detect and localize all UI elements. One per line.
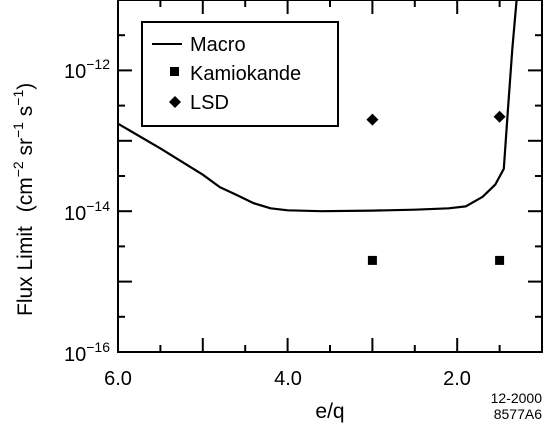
y-axis-units-exp1: −2 [10,161,26,177]
y-axis-units-exp3: −1 [10,90,26,106]
annotation-figure-id: 8577A6 [494,406,542,422]
legend-label-macro: Macro [190,34,246,56]
y-tick-exponent: −12 [86,56,110,72]
y-axis-units-mid1: sr [14,138,37,161]
series-line-macro [117,0,518,213]
y-tick-exponent: −14 [86,198,110,214]
y-axis-units-open: (cm [14,177,37,212]
legend-diamond-icon [169,96,181,108]
lsd-point-1 [493,110,506,123]
y-axis-units-mid2: s [14,106,37,122]
y-axis-units-exp2: −1 [10,122,26,138]
y-tick-exponent: −16 [86,339,110,355]
tick-marks [117,0,543,353]
annotation-date: 12-2000 [491,390,543,406]
kamiokande-point-0 [367,255,377,265]
kamiokande-point-1 [495,255,505,265]
y-axis-label-prefix: Flux Limit [14,226,37,316]
y-tick-label-1e-16: 10−16 [64,339,110,366]
legend: Macro Kamiokande LSD [141,21,339,127]
y-tick-base: 10 [64,344,86,366]
x-tick-label-4: 4.0 [274,368,302,390]
y-axis-units-close: ) [14,83,37,90]
data-layer [117,0,518,265]
x-tick-label-2: 2.0 [443,368,471,390]
y-tick-base: 10 [64,61,86,83]
y-axis-label: Flux Limit (cm−2 sr−1 s−1) [10,83,37,316]
legend-label-lsd: LSD [190,92,229,114]
legend-square-icon [170,67,179,76]
x-axis-label: e/q [315,400,344,423]
y-tick-label-1e-12: 10−12 [64,56,110,83]
y-tick-label-1e-14: 10−14 [64,198,110,225]
x-tick-label-6: 6.0 [104,368,132,390]
y-tick-base: 10 [64,203,86,225]
legend-label-kamiokande: Kamiokande [190,63,301,85]
lsd-point-0 [366,113,379,126]
